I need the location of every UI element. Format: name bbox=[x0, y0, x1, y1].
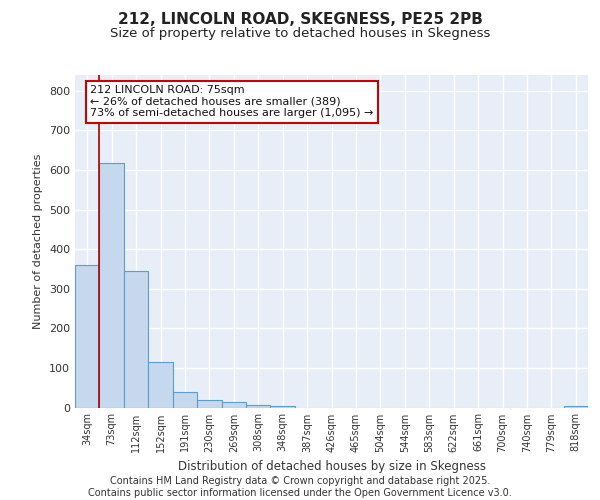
Bar bbox=[173, 392, 197, 407]
Bar bbox=[221, 402, 246, 407]
Text: 212 LINCOLN ROAD: 75sqm
← 26% of detached houses are smaller (389)
73% of semi-d: 212 LINCOLN ROAD: 75sqm ← 26% of detache… bbox=[91, 85, 374, 118]
Bar bbox=[197, 400, 221, 407]
Bar bbox=[100, 163, 124, 408]
Bar bbox=[124, 271, 148, 407]
X-axis label: Distribution of detached houses by size in Skegness: Distribution of detached houses by size … bbox=[178, 460, 485, 473]
Text: Contains HM Land Registry data © Crown copyright and database right 2025.
Contai: Contains HM Land Registry data © Crown c… bbox=[88, 476, 512, 498]
Bar bbox=[246, 404, 271, 407]
Text: Size of property relative to detached houses in Skegness: Size of property relative to detached ho… bbox=[110, 28, 490, 40]
Bar bbox=[271, 406, 295, 407]
Bar bbox=[563, 406, 588, 407]
Bar bbox=[148, 362, 173, 408]
Bar bbox=[75, 265, 100, 408]
Y-axis label: Number of detached properties: Number of detached properties bbox=[34, 154, 43, 329]
Text: 212, LINCOLN ROAD, SKEGNESS, PE25 2PB: 212, LINCOLN ROAD, SKEGNESS, PE25 2PB bbox=[118, 12, 482, 28]
